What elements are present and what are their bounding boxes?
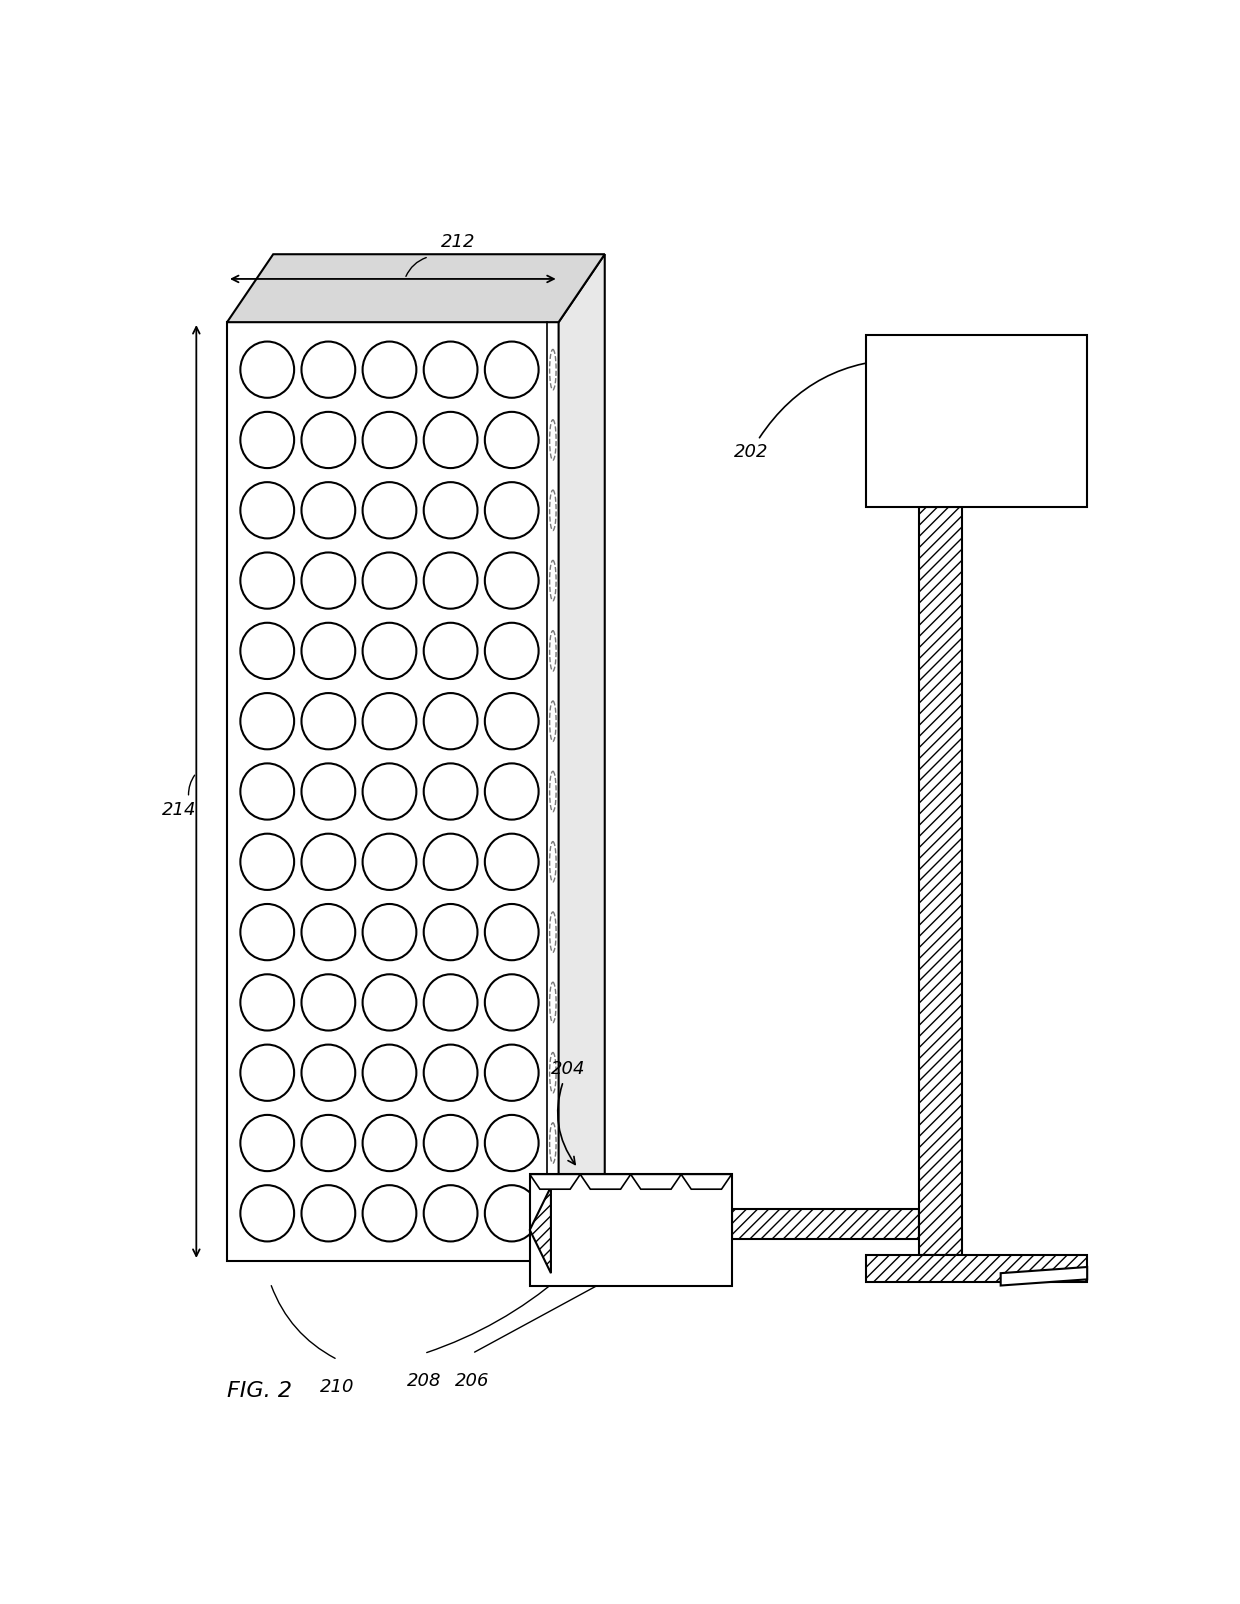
Ellipse shape <box>362 693 417 749</box>
Ellipse shape <box>424 693 477 749</box>
Ellipse shape <box>241 622 294 678</box>
Ellipse shape <box>424 974 477 1030</box>
Ellipse shape <box>301 483 355 539</box>
Ellipse shape <box>362 1044 417 1100</box>
Ellipse shape <box>362 1115 417 1171</box>
Ellipse shape <box>301 342 355 398</box>
Ellipse shape <box>424 483 477 539</box>
Polygon shape <box>227 253 605 322</box>
Bar <box>227 322 558 1261</box>
Ellipse shape <box>362 905 417 961</box>
Ellipse shape <box>485 552 538 608</box>
Ellipse shape <box>485 412 538 468</box>
Ellipse shape <box>485 1115 538 1171</box>
Ellipse shape <box>301 1185 355 1241</box>
Ellipse shape <box>362 342 417 398</box>
Ellipse shape <box>424 1044 477 1100</box>
Ellipse shape <box>241 412 294 468</box>
Ellipse shape <box>241 552 294 608</box>
Ellipse shape <box>241 834 294 890</box>
Ellipse shape <box>362 622 417 678</box>
Ellipse shape <box>424 622 477 678</box>
Ellipse shape <box>424 1115 477 1171</box>
Ellipse shape <box>301 412 355 468</box>
Ellipse shape <box>485 1185 538 1241</box>
Ellipse shape <box>485 483 538 539</box>
Text: FIG. 2: FIG. 2 <box>227 1381 293 1400</box>
Ellipse shape <box>241 342 294 398</box>
Ellipse shape <box>301 974 355 1030</box>
Ellipse shape <box>424 764 477 820</box>
Ellipse shape <box>424 342 477 398</box>
Ellipse shape <box>362 834 417 890</box>
Ellipse shape <box>424 834 477 890</box>
Ellipse shape <box>485 1044 538 1100</box>
Bar <box>551 1221 606 1240</box>
Ellipse shape <box>241 1044 294 1100</box>
Ellipse shape <box>424 1185 477 1241</box>
Ellipse shape <box>424 552 477 608</box>
Bar <box>866 1254 1087 1282</box>
Ellipse shape <box>485 693 538 749</box>
Polygon shape <box>1001 1267 1087 1285</box>
Ellipse shape <box>485 974 538 1030</box>
Ellipse shape <box>301 693 355 749</box>
Polygon shape <box>681 1174 732 1189</box>
Bar <box>732 1209 919 1238</box>
Polygon shape <box>529 1174 580 1189</box>
Ellipse shape <box>485 342 538 398</box>
Ellipse shape <box>424 905 477 961</box>
Ellipse shape <box>241 905 294 961</box>
Ellipse shape <box>485 622 538 678</box>
Ellipse shape <box>301 1044 355 1100</box>
Ellipse shape <box>362 764 417 820</box>
Polygon shape <box>631 1174 681 1189</box>
Text: 202: 202 <box>734 356 910 460</box>
Ellipse shape <box>301 622 355 678</box>
Ellipse shape <box>241 974 294 1030</box>
Text: 204: 204 <box>551 1060 585 1165</box>
Text: 214: 214 <box>161 800 196 820</box>
Text: 212: 212 <box>440 233 475 250</box>
Ellipse shape <box>485 764 538 820</box>
Text: 210: 210 <box>320 1378 355 1395</box>
Ellipse shape <box>241 764 294 820</box>
Text: 208: 208 <box>407 1371 441 1391</box>
Ellipse shape <box>362 974 417 1030</box>
Ellipse shape <box>301 552 355 608</box>
Ellipse shape <box>362 1185 417 1241</box>
Ellipse shape <box>485 905 538 961</box>
Ellipse shape <box>362 412 417 468</box>
Ellipse shape <box>424 412 477 468</box>
Bar <box>866 335 1087 507</box>
Polygon shape <box>529 1187 551 1274</box>
Ellipse shape <box>301 1115 355 1171</box>
Ellipse shape <box>301 905 355 961</box>
Ellipse shape <box>301 764 355 820</box>
Ellipse shape <box>241 693 294 749</box>
Ellipse shape <box>362 552 417 608</box>
Ellipse shape <box>301 834 355 890</box>
Ellipse shape <box>241 483 294 539</box>
Ellipse shape <box>362 483 417 539</box>
Ellipse shape <box>485 834 538 890</box>
Ellipse shape <box>241 1115 294 1171</box>
Bar <box>529 1174 732 1285</box>
Text: 206: 206 <box>455 1371 490 1391</box>
Polygon shape <box>580 1174 631 1189</box>
Ellipse shape <box>241 1185 294 1241</box>
Bar <box>919 507 962 1254</box>
Polygon shape <box>558 253 605 1261</box>
